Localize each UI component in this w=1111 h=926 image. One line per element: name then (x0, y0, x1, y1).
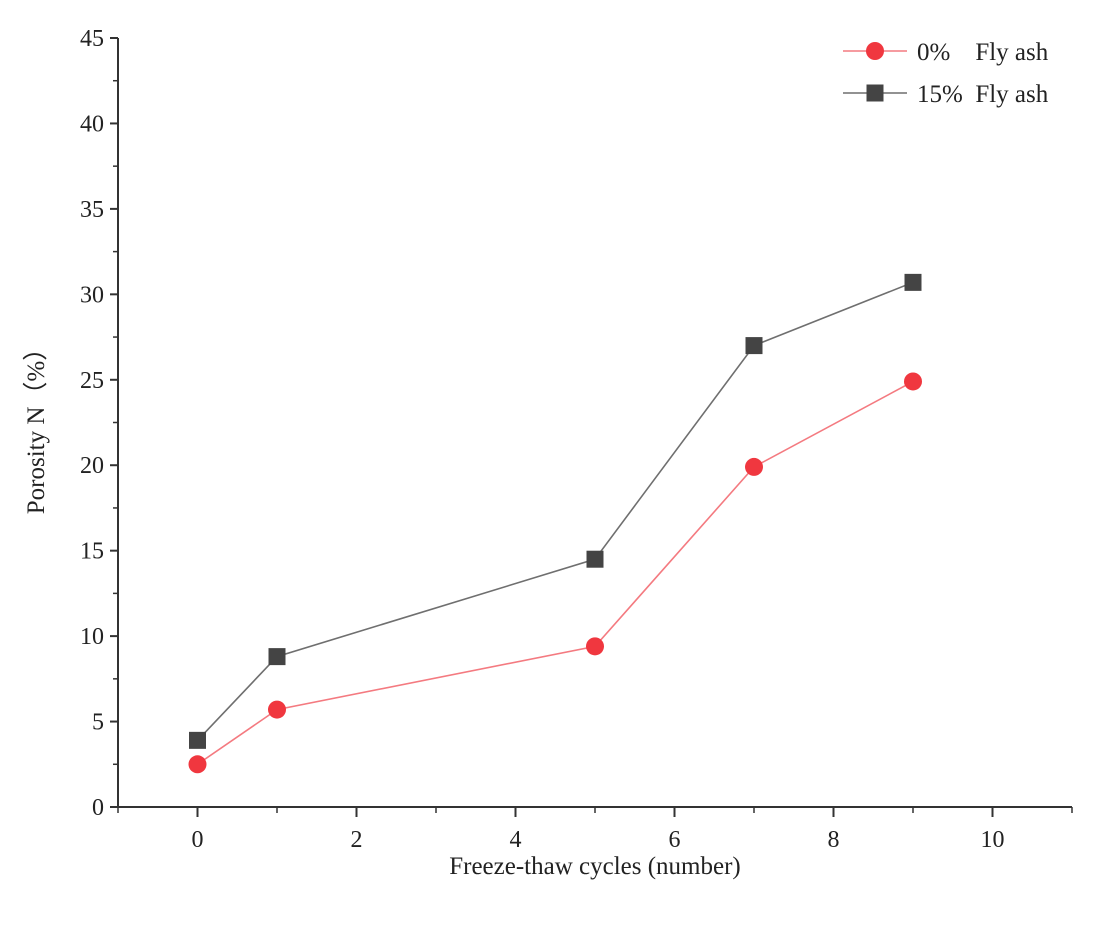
data-point-1-2 (586, 550, 604, 568)
x-tick-label: 10 (981, 827, 1005, 853)
y-tick-label: 25 (80, 368, 104, 394)
data-point-1-4 (904, 273, 922, 291)
legend-label-0: 0% Fly ash (917, 39, 1049, 66)
data-point-1-3 (745, 337, 763, 355)
legend-marker-1 (866, 84, 884, 102)
legend-label-1: 15% Fly ash (917, 81, 1049, 108)
series-line-0 (197, 380, 914, 765)
axes-layer: 0 5 10 15 20 25 30 35 40 45 0 2 4 6 8 10 (80, 26, 1073, 853)
x-tick-label: 4 (510, 827, 522, 853)
x-tick-label: 6 (669, 827, 681, 853)
data-point-0-3 (745, 457, 763, 476)
data-point-1-1 (268, 648, 286, 666)
y-tick-label: 30 (80, 282, 104, 308)
series-line-1 (196, 281, 914, 741)
legend: 0% Fly ash 15% Fly ash (843, 39, 1049, 108)
x-tick-label: 8 (828, 827, 840, 853)
series-layer (188, 273, 922, 774)
x-tick-label: 2 (351, 827, 363, 853)
y-tick-label: 0 (92, 795, 104, 821)
y-tick-label: 20 (80, 453, 104, 479)
data-point-1-0 (189, 731, 206, 749)
y-tick-label: 15 (80, 539, 104, 565)
y-tick-label: 40 (80, 111, 104, 137)
x-tick-label: 0 (192, 827, 204, 853)
data-point-0-1 (268, 700, 286, 719)
y-tick-label: 5 (92, 710, 104, 736)
data-point-0-4 (904, 372, 922, 391)
y-tick-label: 35 (80, 197, 104, 223)
y-axis-title: Porosity N（%） (22, 336, 50, 514)
data-point-0-2 (586, 637, 604, 656)
x-axis-title: Freeze-thaw cycles (number) (449, 853, 741, 880)
y-tick-label: 10 (80, 624, 104, 650)
data-point-0-0 (188, 755, 207, 774)
legend-marker-0 (866, 42, 884, 60)
y-tick-label: 45 (80, 26, 104, 52)
